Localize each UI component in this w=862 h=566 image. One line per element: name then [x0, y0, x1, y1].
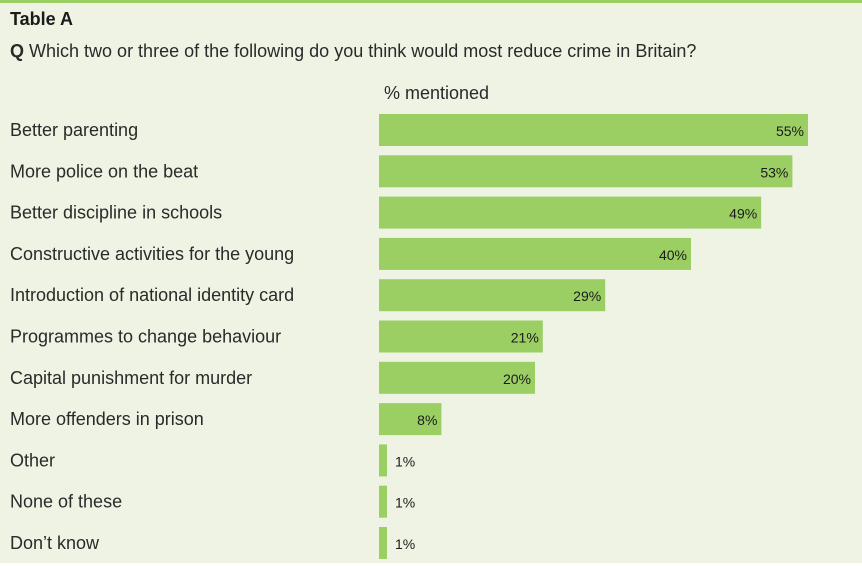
category-label: None of these — [10, 492, 122, 512]
value-label: 1% — [395, 453, 415, 469]
question-text: Q Which two or three of the following do… — [10, 41, 696, 62]
category-label: More offenders in prison — [10, 409, 204, 429]
value-label: 21% — [511, 330, 539, 346]
value-label: 1% — [395, 536, 415, 552]
value-label: 40% — [659, 247, 687, 263]
category-label: Don’t know — [10, 533, 100, 553]
bar-chart: Better parenting 55% More police on the be… — [10, 114, 808, 559]
bar — [379, 114, 808, 146]
value-label: 8% — [417, 412, 437, 428]
value-label: 55% — [776, 123, 804, 139]
category-label: Programmes to change behaviour — [10, 327, 281, 347]
category-label: Constructive activities for the young — [10, 244, 294, 264]
value-label: 20% — [503, 371, 531, 387]
bar — [379, 279, 606, 312]
value-label: 29% — [573, 288, 601, 304]
category-label: Introduction of national identity card — [10, 285, 294, 305]
bar — [379, 155, 793, 188]
bar — [379, 485, 387, 518]
category-label: More police on the beat — [10, 161, 198, 181]
category-label: Better discipline in schools — [10, 203, 222, 223]
category-label: Other — [10, 450, 55, 470]
bar — [379, 444, 387, 477]
category-label: Better parenting — [10, 120, 138, 140]
bar — [379, 320, 543, 353]
question-prefix: Q — [10, 41, 25, 61]
bar — [379, 527, 387, 559]
bar — [379, 361, 535, 394]
value-label: 1% — [395, 495, 415, 511]
table-title: Table A — [10, 9, 74, 29]
bar — [379, 196, 762, 229]
category-label: Capital punishment for murder — [10, 368, 252, 388]
bar — [379, 237, 691, 270]
value-label: 49% — [729, 206, 757, 222]
value-label: 53% — [760, 164, 788, 180]
bar — [379, 403, 442, 436]
unit-label: % mentioned — [384, 83, 490, 103]
question-body: Which two or three of the following do y… — [29, 41, 697, 61]
